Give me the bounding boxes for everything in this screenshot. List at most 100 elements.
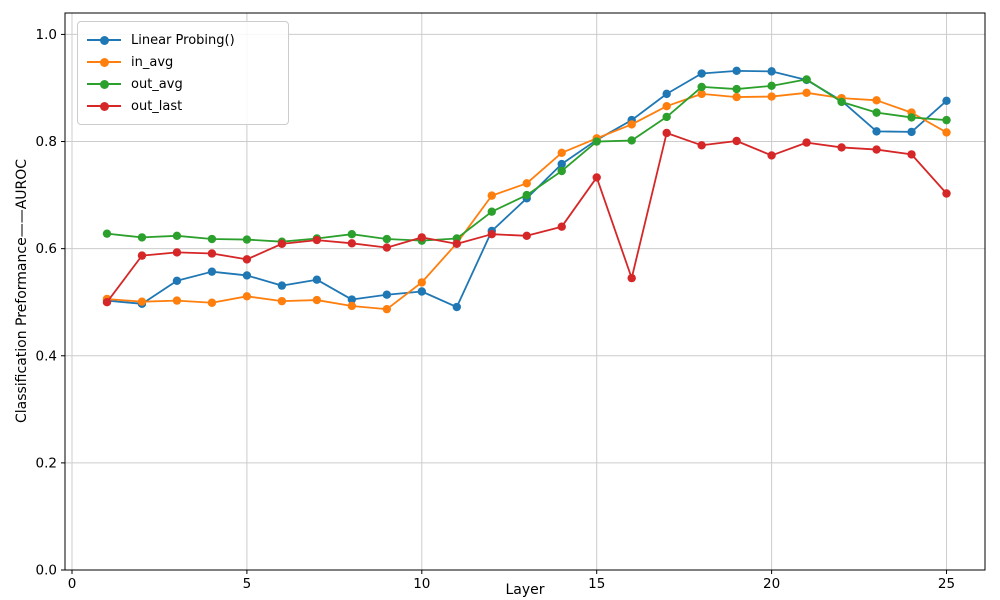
series-point: [732, 136, 741, 146]
series-point: [697, 69, 706, 78]
legend-entry: out_last: [87, 95, 276, 117]
series-point: [662, 128, 671, 138]
series-point: [242, 292, 252, 301]
series-point: [872, 108, 881, 117]
series-point: [137, 233, 147, 242]
legend-entry: out_avg: [87, 73, 276, 95]
series-point: [627, 120, 636, 129]
legend-marker-icon: [87, 35, 121, 45]
y-tick-label: 0.8: [36, 134, 57, 150]
series-point: [522, 190, 531, 200]
series-point: [872, 145, 881, 154]
series-point: [767, 67, 776, 76]
series-point: [487, 207, 496, 216]
series-point: [242, 255, 252, 264]
legend-marker-icon: [87, 79, 121, 89]
plot-frame: [64, 12, 986, 571]
series-point: [942, 96, 951, 106]
series-point: [837, 143, 846, 152]
series-point: [907, 150, 916, 159]
series-point: [592, 173, 601, 182]
series-point: [242, 235, 252, 244]
series-point: [557, 159, 566, 169]
series-point: [767, 151, 776, 160]
legend-marker-icon: [87, 57, 121, 67]
legend-entry: in_avg: [87, 51, 276, 73]
series-point: [382, 304, 392, 314]
series-point: [872, 96, 881, 105]
x-tick-label: 20: [763, 576, 780, 592]
series-point: [802, 138, 811, 147]
series-point: [137, 251, 147, 260]
legend-entry: Linear Probing(): [87, 29, 276, 51]
series-point: [557, 222, 566, 231]
series-point: [907, 113, 916, 122]
series-point: [172, 296, 182, 305]
series-point: [207, 234, 217, 244]
series-point: [417, 287, 427, 296]
series-point: [417, 233, 427, 242]
series-point: [697, 141, 706, 150]
series-point: [522, 179, 531, 188]
series-point: [942, 115, 951, 125]
series-point: [767, 81, 776, 91]
series-point: [172, 276, 182, 285]
series-point: [452, 239, 461, 249]
series-point: [277, 296, 287, 306]
series-point: [417, 278, 427, 287]
x-tick-label: 10: [413, 576, 430, 592]
series-point: [837, 97, 846, 107]
legend-label: Linear Probing(): [131, 32, 235, 48]
series-point: [207, 267, 217, 276]
series-point: [522, 231, 531, 240]
series-point: [732, 92, 741, 102]
y-tick-label: 0.2: [36, 455, 57, 471]
x-tick-label: 25: [938, 576, 955, 592]
x-tick-label: 15: [588, 576, 605, 592]
series-point: [942, 189, 951, 198]
series-point: [277, 239, 287, 249]
series-point: [627, 273, 636, 283]
y-tick-label: 0.0: [36, 563, 57, 579]
series-point: [347, 295, 357, 304]
series-point: [382, 243, 392, 252]
legend-label: out_avg: [131, 76, 183, 92]
series-point: [592, 137, 601, 146]
series-point: [872, 127, 881, 136]
series-point: [242, 271, 252, 280]
x-axis-label: Layer: [505, 582, 545, 598]
series-point: [662, 101, 671, 111]
series-point: [697, 89, 706, 99]
series-point: [487, 191, 496, 200]
series-point: [662, 112, 671, 122]
series-point: [312, 235, 322, 245]
y-tick-label: 0.6: [36, 241, 57, 257]
legend-label: out_last: [131, 98, 183, 114]
series-point: [102, 229, 112, 238]
series-point: [382, 234, 392, 244]
series-point: [907, 127, 916, 137]
series-point: [347, 229, 357, 239]
series-point: [732, 84, 741, 94]
series-point: [802, 88, 811, 98]
series-point: [627, 136, 636, 145]
series-point: [277, 281, 287, 290]
series-point: [137, 297, 147, 306]
series-point: [557, 148, 566, 157]
x-tick-label: 5: [243, 576, 252, 592]
series-line: [106, 132, 948, 303]
series-point: [347, 301, 357, 311]
series-point: [487, 229, 496, 239]
series-point: [102, 298, 112, 307]
series-point: [347, 239, 357, 248]
y-axis-label: Classification Preformance——AUROC: [14, 158, 30, 424]
series-point: [942, 128, 951, 137]
series-point: [767, 92, 776, 101]
series-point: [802, 75, 811, 84]
series-point: [172, 248, 182, 257]
y-tick-label: 0.4: [36, 348, 57, 364]
series-point: [697, 82, 706, 92]
series-point: [312, 295, 322, 305]
legend: Linear Probing() in_avg out_avg out_last: [77, 21, 289, 125]
